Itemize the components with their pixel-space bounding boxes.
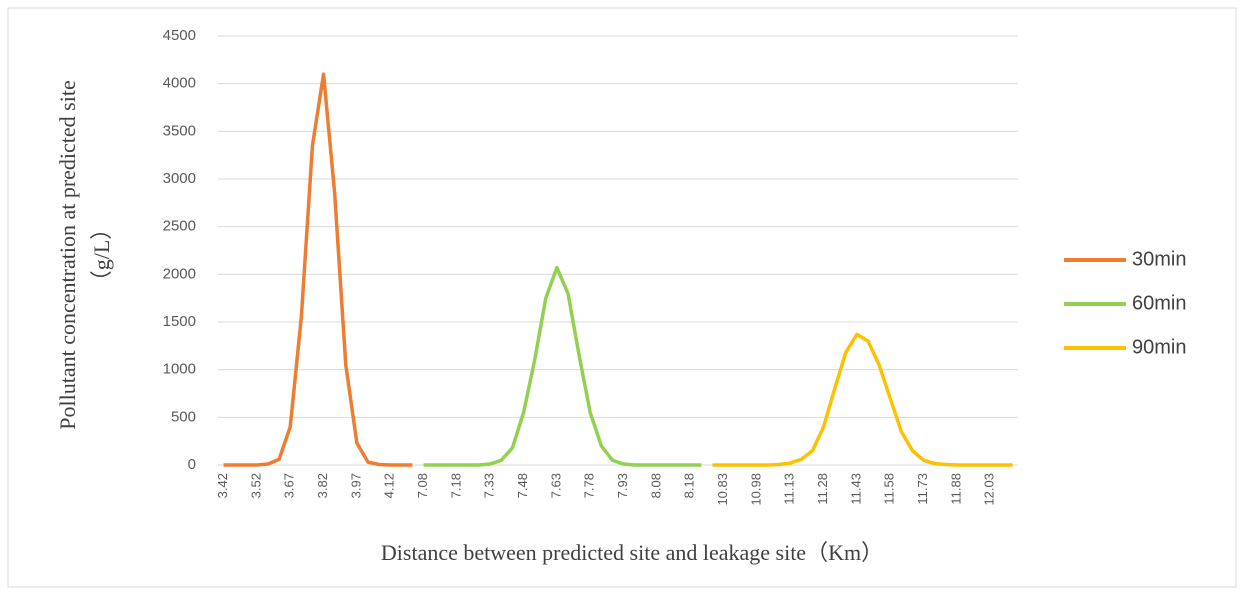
y-axis-label-line: （g/L） (89, 218, 114, 293)
x-tick-label: 7.48 (515, 473, 530, 498)
x-tick-label: 4.12 (382, 473, 397, 498)
y-tick-label: 4500 (163, 27, 196, 44)
legend-label: 90min (1132, 336, 1186, 358)
x-tick-label: 3.67 (282, 473, 297, 498)
y-tick-label: 2000 (163, 265, 196, 282)
legend-label: 30min (1132, 248, 1186, 270)
x-tick-label: 10.98 (748, 473, 763, 506)
y-tick-label: 3000 (163, 170, 196, 187)
y-tick-label: 0 (188, 456, 196, 473)
y-tick-label: 1000 (163, 361, 196, 378)
x-tick-label: 3.82 (315, 473, 330, 498)
x-tick-label: 7.08 (415, 473, 430, 498)
chart-border (7, 7, 1237, 588)
x-tick-label: 7.63 (548, 473, 563, 498)
x-tick-label: 8.18 (682, 473, 697, 498)
x-tick-label: 7.93 (615, 473, 630, 498)
y-tick-label: 4000 (163, 75, 196, 92)
x-tick-label: 11.73 (915, 473, 930, 505)
x-tick-label: 3.97 (348, 473, 363, 498)
x-tick-label: 7.33 (482, 473, 497, 498)
y-axis-label-line: Pollutant concentration at predicted sit… (55, 80, 80, 429)
x-tick-label: 7.18 (448, 473, 463, 498)
y-tick-label: 500 (171, 408, 196, 425)
series-line (423, 265, 702, 467)
x-tick-label: 8.08 (648, 473, 663, 498)
x-tick-label: 11.88 (948, 473, 963, 505)
x-tick-label: 11.43 (848, 473, 863, 505)
x-axis-label: Distance between predicted site and leak… (381, 540, 883, 565)
series-line (223, 72, 413, 467)
x-tick-label: 10.83 (715, 473, 730, 506)
y-axis-label: Pollutant concentration at predicted sit… (55, 80, 114, 429)
x-tick-label: 7.78 (582, 473, 597, 498)
x-tick-label: 12.03 (982, 473, 997, 506)
y-tick-label: 1500 (163, 313, 196, 330)
x-tick-label: 3.52 (248, 473, 263, 498)
x-tick-label: 3.42 (215, 473, 230, 498)
y-tick-label: 2500 (163, 218, 196, 235)
x-tick-label: 11.13 (782, 473, 797, 505)
legend-label: 60min (1132, 292, 1186, 314)
x-tick-label: 11.58 (882, 473, 897, 505)
x-tick-label: 11.28 (815, 473, 830, 505)
series-line (712, 332, 1013, 467)
y-tick-label: 3500 (163, 122, 196, 139)
